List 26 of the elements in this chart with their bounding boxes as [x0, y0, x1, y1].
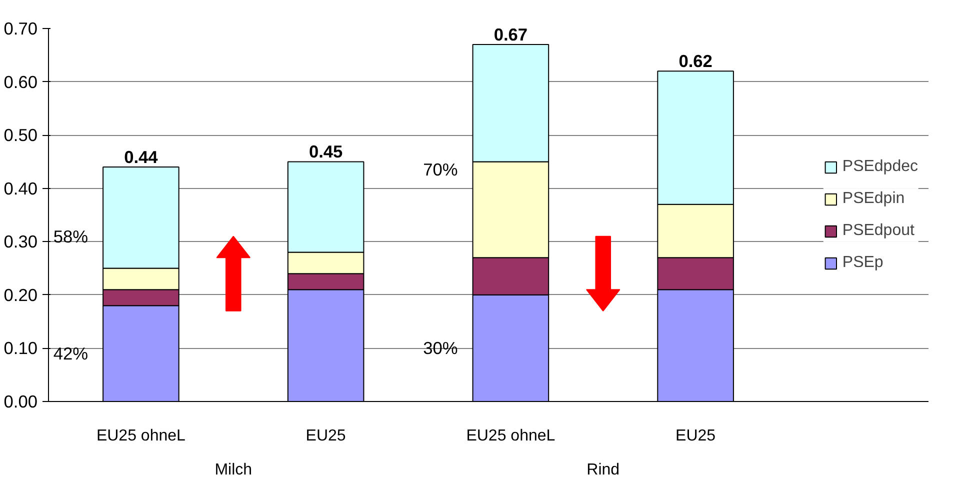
text: Milch	[214, 462, 252, 478]
annotation: 70%	[423, 160, 458, 180]
text: Rind	[586, 462, 620, 478]
legend-label: PSEp	[842, 254, 884, 272]
y-tick-label: 0.40	[4, 178, 38, 198]
y-tick-label: 0.30	[4, 232, 38, 252]
y-tick-label: 0.10	[4, 338, 38, 358]
total-label: 0.45	[308, 142, 344, 162]
x-tick-label: EU25	[306, 428, 346, 444]
legend-label: PSEdpdec	[842, 158, 918, 176]
total-label: 0.67	[494, 24, 528, 44]
legend-label: PSEdpout	[842, 222, 914, 240]
total-label: 0.44	[124, 147, 158, 168]
x-tick-label: EU25 ohneL	[466, 428, 556, 444]
annotation: 30%	[423, 338, 458, 358]
y-tick-label: 0.00	[4, 392, 38, 412]
y-tick-label: 0.50	[4, 125, 38, 146]
y-tick-label: 0.20	[4, 284, 38, 305]
legend-label: PSEdpin	[842, 190, 905, 208]
x-tick-label: EU25 ohneL	[96, 428, 186, 444]
y-tick-label: 0.70	[4, 18, 38, 38]
annotation: 42%	[53, 344, 88, 364]
annotation: 58%	[53, 226, 88, 246]
total-label: 0.62	[678, 51, 712, 72]
x-tick-label: EU25	[676, 428, 716, 444]
y-tick-label: 0.60	[4, 72, 38, 92]
